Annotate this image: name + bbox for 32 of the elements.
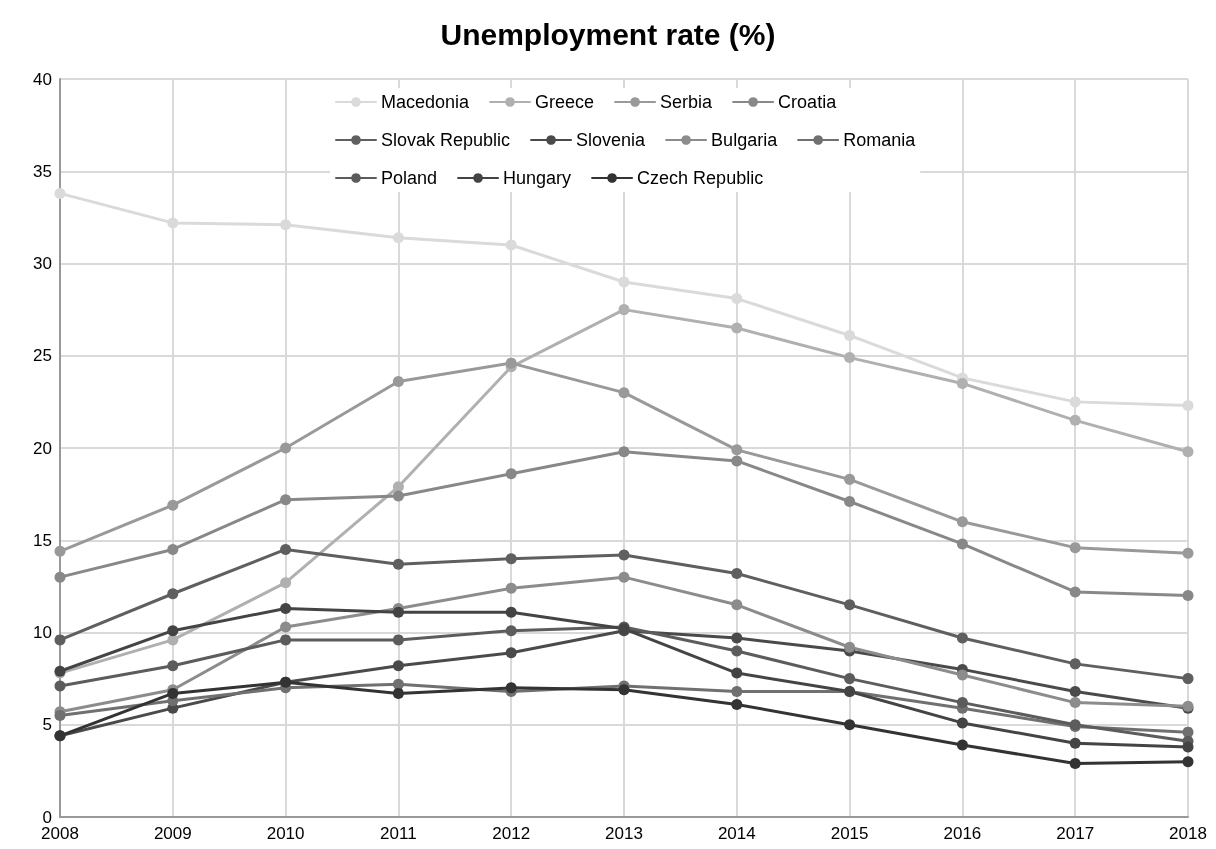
legend-label: Czech Republic [637, 168, 764, 188]
legend-label: Poland [381, 168, 438, 188]
y-tick-label: 30 [33, 254, 52, 273]
legend-label: Romania [843, 130, 917, 150]
y-tick-label: 40 [33, 69, 52, 89]
x-tick-label: 2008 [41, 824, 79, 843]
x-tick-label: 2013 [605, 824, 643, 843]
y-tick-label: 0 [42, 807, 52, 827]
legend-label: Croatia [778, 92, 838, 112]
legend-label: Greece [535, 92, 595, 112]
legend-label: Slovenia [576, 130, 647, 150]
legend-label: Hungary [503, 168, 572, 188]
x-tick-label: 2011 [380, 824, 417, 843]
y-tick-label: 20 [33, 438, 52, 458]
legend-label: Serbia [660, 92, 714, 112]
y-tick-label: 5 [42, 715, 52, 735]
y-tick-label: 35 [33, 161, 52, 181]
x-tick-label: 2009 [153, 824, 192, 843]
y-tick-label: 25 [33, 346, 52, 366]
x-tick-label: 2012 [492, 824, 531, 843]
chart-title: Unemployment rate (%) [440, 17, 776, 51]
x-tick-label: 2010 [266, 824, 305, 843]
y-tick-label: 15 [33, 530, 52, 550]
x-tick-label: 2018 [1169, 824, 1207, 843]
x-tick-label: 2014 [717, 824, 756, 843]
x-tick-label: 2015 [830, 824, 869, 843]
legend-label: Bulgaria [711, 130, 779, 150]
legend-label: Macedonia [381, 92, 471, 112]
legend-label: Slovak Republic [381, 130, 511, 150]
x-tick-label: 2016 [943, 824, 982, 843]
y-tick-label: 10 [33, 623, 52, 642]
x-tick-label: 2017 [1056, 824, 1095, 843]
